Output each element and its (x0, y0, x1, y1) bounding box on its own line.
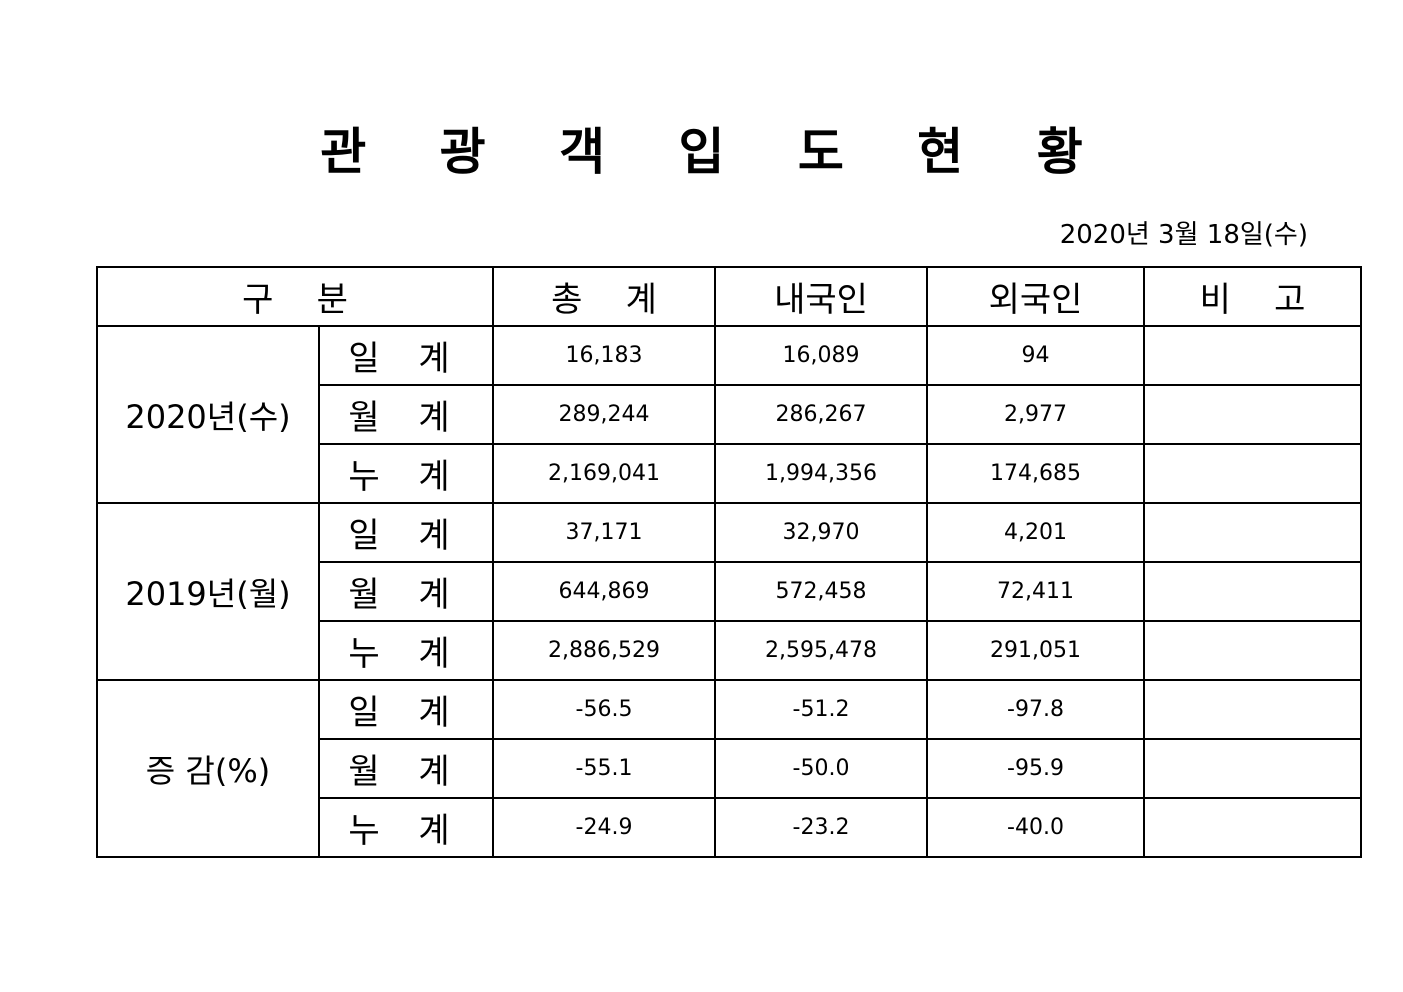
cell-foreign: 174,685 (926, 443, 1145, 504)
table-row: 누 계 2,169,041 1,994,356 174,685 (97, 443, 1362, 504)
table-row: 월 계 289,244 286,267 2,977 (97, 384, 1362, 445)
cell-total: 2,886,529 (492, 620, 716, 681)
cell-foreign: -95.9 (926, 738, 1145, 799)
cell-total: 37,171 (492, 502, 716, 563)
row-label: 일 계 (318, 679, 494, 740)
cell-foreign: 94 (926, 325, 1145, 386)
cell-note (1143, 443, 1362, 504)
group-label: 2020년(수) (96, 325, 320, 504)
cell-domestic: -51.2 (714, 679, 928, 740)
cell-total: 289,244 (492, 384, 716, 445)
row-label: 일 계 (318, 325, 494, 386)
cell-total: -24.9 (492, 797, 716, 858)
row-label: 누 계 (318, 443, 494, 504)
report-date: 2020년 3월 18일(수) (1059, 220, 1308, 250)
table-row: 2020년(수) 일 계 16,183 16,089 94 (96, 325, 1362, 504)
page-title: 관 광 객 입 도 현 황 (320, 123, 1111, 181)
cell-domestic: -50.0 (714, 738, 928, 799)
row-label: 월 계 (318, 384, 494, 445)
cell-domestic: 572,458 (714, 561, 928, 622)
table-row: 월 계 -55.1 -50.0 -95.9 (97, 738, 1362, 799)
header-category: 구 분 (96, 266, 494, 327)
cell-note (1143, 620, 1362, 681)
table-row: 누 계 -24.9 -23.2 -40.0 (97, 797, 1362, 858)
group-label: 2019년(월) (96, 502, 320, 681)
cell-note (1143, 738, 1362, 799)
cell-foreign: 4,201 (926, 502, 1145, 563)
cell-note (1143, 384, 1362, 445)
header-total: 총 계 (492, 266, 716, 327)
header-note: 비 고 (1143, 266, 1362, 327)
cell-domestic: 1,994,356 (714, 443, 928, 504)
cell-total: -56.5 (492, 679, 716, 740)
cell-total: -55.1 (492, 738, 716, 799)
header-domestic: 내국인 (714, 266, 928, 327)
cell-foreign: 72,411 (926, 561, 1145, 622)
cell-domestic: 32,970 (714, 502, 928, 563)
tourist-arrivals-table: 구 분 총 계 내국인 외국인 비 고 2020년(수) 일 계 16,183 16,… (96, 266, 1362, 858)
cell-total: 644,869 (492, 561, 716, 622)
table-row: 누 계 2,886,529 2,595,478 291,051 (97, 620, 1362, 681)
table-row: 월 계 644,869 572,458 72,411 (97, 561, 1362, 622)
cell-note (1143, 502, 1362, 563)
cell-domestic: 2,595,478 (714, 620, 928, 681)
cell-domestic: 16,089 (714, 325, 928, 386)
cell-foreign: 291,051 (926, 620, 1145, 681)
row-label: 월 계 (318, 738, 494, 799)
table-header-row: 구 분 총 계 내국인 외국인 비 고 (96, 266, 1362, 327)
cell-note (1143, 679, 1362, 740)
cell-domestic: 286,267 (714, 384, 928, 445)
group-label: 증 감(%) (96, 679, 320, 858)
row-label: 누 계 (318, 797, 494, 858)
cell-note (1143, 325, 1362, 386)
cell-foreign: -40.0 (926, 797, 1145, 858)
cell-total: 2,169,041 (492, 443, 716, 504)
row-label: 일 계 (318, 502, 494, 563)
table-row: 2019년(월) 일 계 37,171 32,970 4,201 (96, 502, 1362, 681)
cell-foreign: 2,977 (926, 384, 1145, 445)
cell-foreign: -97.8 (926, 679, 1145, 740)
cell-note (1143, 561, 1362, 622)
header-foreign: 외국인 (926, 266, 1145, 327)
table-row: 증 감(%) 일 계 -56.5 -51.2 -97.8 (96, 679, 1362, 858)
cell-note (1143, 797, 1362, 858)
cell-domestic: -23.2 (714, 797, 928, 858)
row-label: 누 계 (318, 620, 494, 681)
row-label: 월 계 (318, 561, 494, 622)
cell-total: 16,183 (492, 325, 716, 386)
